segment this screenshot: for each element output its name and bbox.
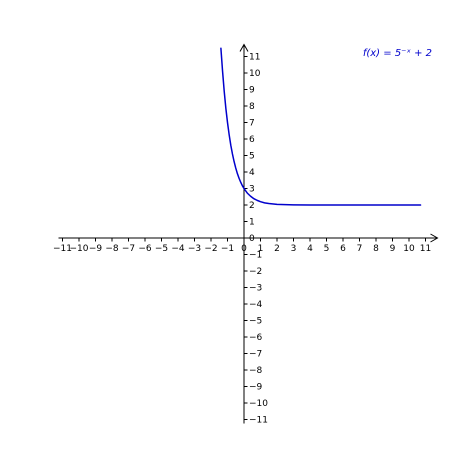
x-tick-label: 1 bbox=[258, 244, 264, 254]
y-tick-label: −2 bbox=[249, 267, 262, 277]
y-tick-label: −10 bbox=[249, 399, 268, 409]
y-tick-label: −8 bbox=[249, 366, 263, 376]
x-tick-label: −4 bbox=[171, 244, 185, 254]
x-tick-label: 7 bbox=[357, 244, 363, 254]
x-tick-label: 0 bbox=[241, 244, 247, 254]
function-label: f(x) = 5⁻ˣ + 2 bbox=[363, 48, 432, 59]
x-tick-label: 9 bbox=[390, 244, 396, 254]
x-tick-label: −6 bbox=[138, 244, 152, 254]
x-tick-label: 6 bbox=[340, 244, 346, 254]
y-tick-label: −1 bbox=[249, 251, 262, 261]
x-tick-label: 8 bbox=[373, 244, 379, 254]
x-tick-label: −8 bbox=[105, 244, 119, 254]
x-tick-label: −10 bbox=[70, 244, 89, 254]
y-tick-label: −9 bbox=[249, 383, 263, 393]
x-tick-label: 2 bbox=[274, 244, 280, 254]
y-tick-label: −4 bbox=[249, 300, 263, 310]
function-curve bbox=[220, 47, 422, 206]
x-tick-label: 11 bbox=[420, 244, 431, 254]
curve-layer bbox=[220, 47, 422, 206]
y-tick-label: 1 bbox=[249, 218, 255, 228]
y-tick-label: 5 bbox=[249, 152, 255, 162]
x-axis-arrow bbox=[430, 233, 439, 243]
x-tick-label: −2 bbox=[204, 244, 217, 254]
x-tick-label: 3 bbox=[291, 244, 297, 254]
y-tick-label: −7 bbox=[249, 350, 262, 360]
y-tick-label: 9 bbox=[249, 86, 255, 96]
y-axis-arrow bbox=[239, 43, 249, 52]
y-tick-label: 7 bbox=[249, 119, 255, 129]
x-tick-label: 10 bbox=[403, 244, 415, 254]
x-axis-ticks: −11−10 −9 −8 −7 −6 −5 −4 −3 −2 −1 0 1 2 3 4 5 6 7 8 9 10 11 bbox=[53, 238, 431, 254]
x-tick-label: −7 bbox=[122, 244, 135, 254]
x-tick-label: 5 bbox=[324, 244, 330, 254]
x-tick-label: 4 bbox=[307, 244, 313, 254]
x-tick-label: −9 bbox=[89, 244, 103, 254]
y-tick-label: −5 bbox=[249, 317, 262, 327]
y-tick-label: 11 bbox=[249, 53, 260, 63]
y-tick-label: −6 bbox=[249, 333, 263, 343]
y-tick-label: 0 bbox=[249, 234, 255, 244]
y-tick-label: 8 bbox=[249, 102, 255, 112]
x-tick-label: −5 bbox=[155, 244, 168, 254]
axes bbox=[58, 43, 439, 424]
x-tick-label: −11 bbox=[53, 244, 72, 254]
y-tick-label: 10 bbox=[249, 69, 261, 79]
y-tick-label: −3 bbox=[249, 284, 262, 294]
y-tick-label: 4 bbox=[249, 168, 255, 178]
y-tick-label: 3 bbox=[249, 185, 255, 195]
y-tick-label: 2 bbox=[249, 201, 255, 211]
x-tick-label: −3 bbox=[188, 244, 201, 254]
y-tick-label: 6 bbox=[249, 135, 255, 145]
y-tick-label: −11 bbox=[249, 416, 268, 426]
x-tick-label: −1 bbox=[221, 244, 234, 254]
